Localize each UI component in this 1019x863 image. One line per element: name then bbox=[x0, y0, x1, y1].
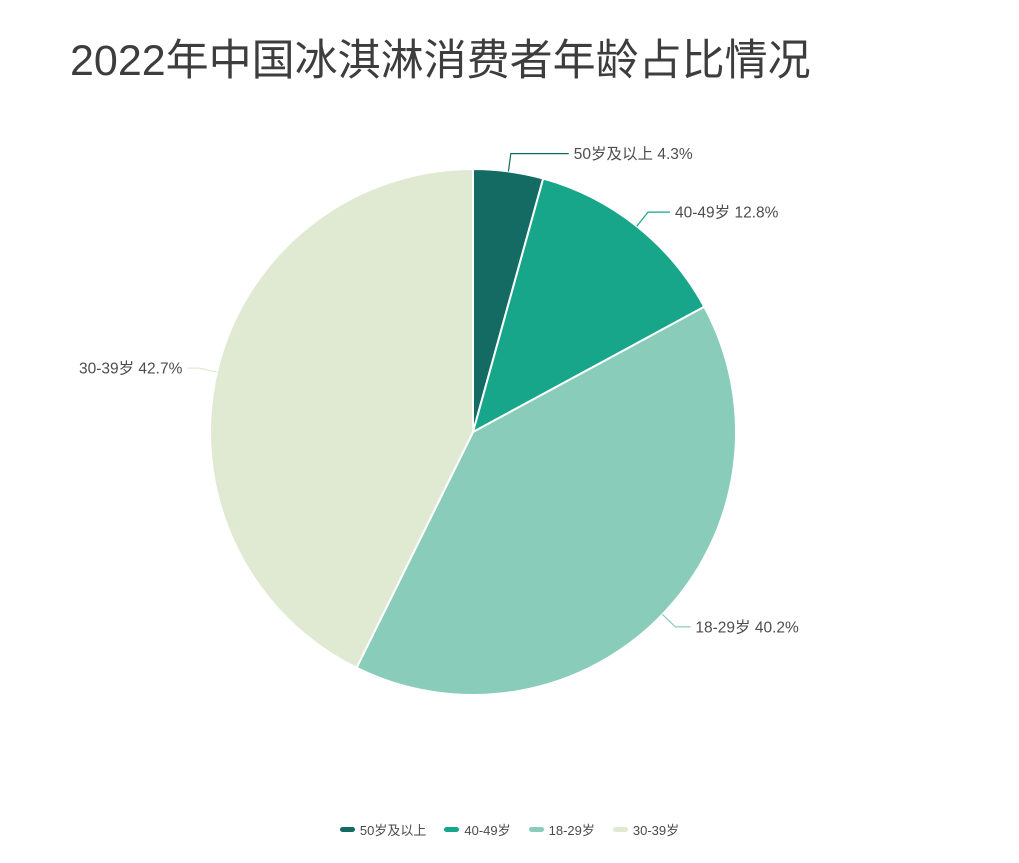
legend-label: 30-39岁 bbox=[632, 823, 680, 838]
label-line-age-50-plus bbox=[507, 153, 569, 172]
pie-slice-age-30-39[interactable] bbox=[208, 168, 474, 669]
legend-item-age-18-29[interactable]: 18-29岁 bbox=[528, 820, 595, 839]
legend-marker-icon bbox=[528, 827, 544, 832]
legend-label: 50岁及以上 bbox=[359, 823, 427, 838]
legend-marker-icon bbox=[444, 827, 460, 832]
legend-item-age-40-49[interactable]: 40-49岁 bbox=[444, 820, 511, 839]
pie-slice-age-40-49[interactable] bbox=[472, 177, 706, 433]
pie-label-age-50-plus: 50岁及以上 4.3% bbox=[574, 145, 693, 163]
label-line-age-30-39 bbox=[187, 367, 218, 373]
pie-label-age-18-29: 18-29岁 40.2% bbox=[695, 618, 799, 636]
legend-label: 18-29岁 bbox=[548, 823, 595, 838]
legend-label: 40-49岁 bbox=[464, 823, 511, 838]
legend-marker-icon bbox=[339, 827, 355, 832]
legend-item-age-30-39[interactable]: 30-39岁 bbox=[612, 820, 680, 839]
chart-title: 2022年中国冰淇淋消费者年龄占比情况 bbox=[70, 37, 811, 85]
legend-item-age-50-plus[interactable]: 50岁及以上 bbox=[339, 820, 427, 839]
label-line-age-40-49 bbox=[636, 211, 670, 227]
label-line-age-18-29 bbox=[661, 613, 691, 628]
chart-legend: 50岁及以上 40-49岁 18-29岁 30-39岁 bbox=[0, 820, 1019, 839]
pie-label-age-40-49: 40-49岁 12.8% bbox=[675, 204, 779, 222]
legend-marker-icon bbox=[612, 827, 628, 832]
pie-label-age-30-39: 30-39岁 42.7% bbox=[79, 360, 183, 378]
